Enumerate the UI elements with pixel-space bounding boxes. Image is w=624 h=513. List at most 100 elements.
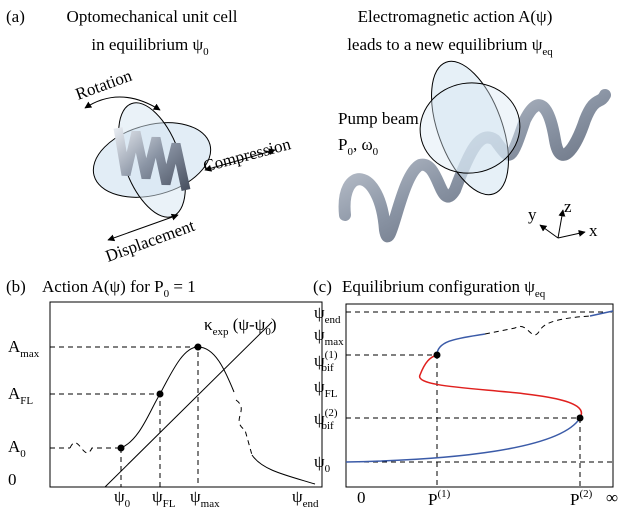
text-part: ) <box>271 315 277 334</box>
y-label: ψ0 <box>314 452 331 475</box>
arrow <box>84 96 161 111</box>
text-part: (1) <box>437 488 450 500</box>
text-part: max <box>20 348 39 360</box>
unstable-branch <box>419 354 583 419</box>
text-part: κ <box>204 315 213 334</box>
y-label: ψFL <box>314 377 338 400</box>
panel-title: Action A(ψ) for P0 = 1 <box>42 277 196 300</box>
x-label: ψFL <box>152 487 176 510</box>
stable-branch <box>436 333 486 356</box>
text-part: FL <box>325 388 338 400</box>
text-part: P <box>570 490 579 509</box>
text-part: ψ <box>314 377 325 396</box>
axis-label: z <box>564 197 572 216</box>
text-part: ψ <box>152 487 163 506</box>
text-part: eq <box>542 46 553 58</box>
text-part: P <box>428 490 437 509</box>
title-line: Optomechanical unit cell <box>67 7 238 26</box>
text-part: 0 <box>347 146 353 158</box>
panel-a: (a) Optomechanical unit cell in equilibr… <box>6 7 611 266</box>
stable-branch <box>345 417 581 463</box>
text-part: ψ <box>314 452 325 471</box>
x-label: ∞ <box>606 488 618 507</box>
axis-label: y <box>528 205 537 224</box>
text-part: FL <box>163 498 176 510</box>
text-part: end <box>325 314 341 326</box>
ellipse <box>419 82 521 174</box>
text-part: (2) <box>579 488 592 500</box>
arrow <box>204 148 276 172</box>
text-part: ψ <box>314 303 325 322</box>
text-part: ψ <box>114 487 125 506</box>
panel-title: Equilibrium configuration ψeq <box>342 277 546 300</box>
arrow <box>107 213 179 242</box>
text-part: FL <box>20 395 33 407</box>
x-label: P(2) <box>570 488 593 509</box>
frame <box>345 303 614 488</box>
label: Displacement <box>103 216 198 266</box>
x-label: ψmax <box>190 487 220 510</box>
annotation: κexp (ψ-ψ0) <box>204 315 277 338</box>
text-part: ψ <box>314 325 325 344</box>
point <box>117 444 125 452</box>
text-part: Equilibrium configuration ψ <box>342 277 535 296</box>
ellipse <box>431 60 509 196</box>
text-part: in equilibrium ψ <box>91 35 203 54</box>
point <box>194 343 202 351</box>
x-label: ψend <box>292 487 319 510</box>
label: Compression <box>201 134 293 176</box>
curve <box>484 315 591 336</box>
text-part: eq <box>535 288 546 300</box>
panel-c: (c) Equilibrium configuration ψeq ψend ψ… <box>313 277 618 509</box>
text-part: 0 <box>373 146 379 158</box>
text-part: 0 <box>125 498 131 510</box>
unit-cell <box>113 127 191 191</box>
text-part: P <box>338 135 347 154</box>
y-label: ψend <box>314 303 341 326</box>
text-part: = 1 <box>169 277 196 296</box>
stable-branch <box>589 310 614 317</box>
text-part: A <box>8 437 21 456</box>
text-part: 0 <box>20 448 26 460</box>
y-label: 0 <box>8 470 17 489</box>
text-part: bif <box>321 362 334 374</box>
curve <box>69 442 121 454</box>
point <box>433 351 441 359</box>
x-label: P(1) <box>428 488 451 509</box>
label: Rotation <box>73 66 135 104</box>
text-part: ψ <box>190 487 201 506</box>
panel-label: (a) <box>6 7 25 26</box>
label: Pump beam <box>338 109 419 128</box>
x-label: 0 <box>357 488 366 507</box>
text-part: 0 <box>265 326 271 338</box>
y-label: Amax <box>8 337 40 360</box>
line <box>104 321 273 488</box>
axis-label: x <box>589 221 598 240</box>
text-part: end <box>303 498 319 510</box>
panel-label: (c) <box>313 277 332 296</box>
point <box>576 414 584 422</box>
axes-icon <box>539 209 586 239</box>
y-label: ψ(2) bif <box>314 407 338 432</box>
panel-b: (b) Action A(ψ) for P0 = 1 κexp (ψ-ψ0) A… <box>6 277 323 510</box>
text-part: (2) <box>325 407 338 419</box>
text-part: exp <box>213 326 229 338</box>
label: P0, ω0 <box>338 135 379 158</box>
text-part: ψ <box>314 351 325 370</box>
text-part: A <box>8 384 21 403</box>
text-part: ψ <box>292 487 303 506</box>
y-label: ψmax <box>314 325 344 348</box>
curve <box>120 346 235 449</box>
text-part: 0 <box>325 463 331 475</box>
text-part: 0 <box>203 46 209 58</box>
title-line: in equilibrium ψ0 <box>91 35 209 58</box>
y-label: AFL <box>8 384 33 407</box>
text-part: max <box>325 336 344 348</box>
text-part: A <box>8 337 21 356</box>
text-part: (ψ-ψ <box>228 315 265 334</box>
text-part: , ω <box>353 135 373 154</box>
curve <box>235 399 253 456</box>
text-part: 0 <box>164 288 170 300</box>
y-label: ψ(1) bif <box>314 349 338 374</box>
